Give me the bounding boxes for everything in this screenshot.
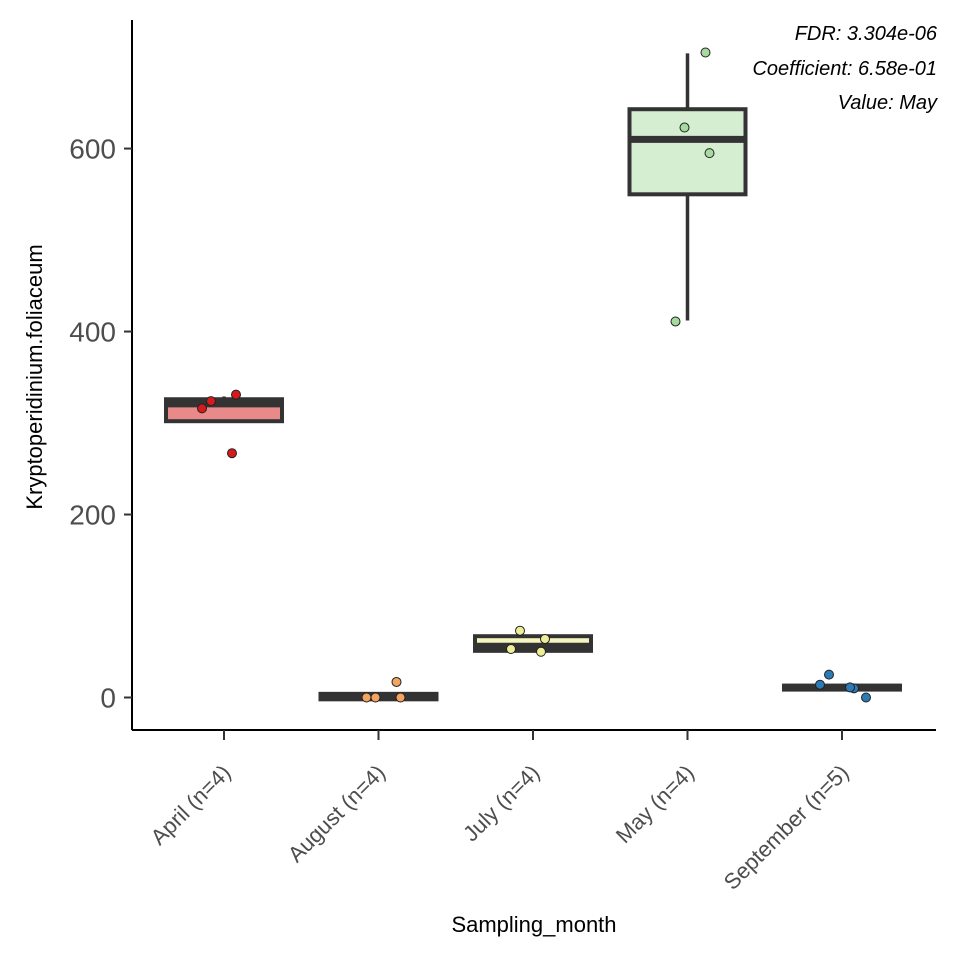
- point-august: [391, 676, 402, 687]
- x-tick-label-august: August (n=4): [283, 760, 390, 867]
- y-tick-label: 600: [69, 134, 116, 165]
- annotation-coefficient: Coefficient: 6.58e-01: [752, 58, 937, 80]
- x-tick-label-july: July (n=4): [458, 760, 544, 846]
- x-tick-label-may: May (n=4): [611, 760, 699, 848]
- point-april: [197, 403, 207, 414]
- y-tick-label: 200: [69, 500, 116, 531]
- y-axis-title: Kryptoperidinium.foliaceum: [22, 244, 47, 509]
- annotation-value: Value: May: [838, 92, 938, 114]
- x-tick-label-april: April (n=4): [146, 760, 236, 850]
- point-may: [704, 148, 715, 159]
- annotations: FDR: 3.304e-06 Coefficient: 6.58e-01 Val…: [752, 23, 938, 114]
- point-may: [679, 122, 690, 133]
- point-september: [861, 692, 871, 703]
- point-august: [395, 692, 406, 703]
- point-july: [506, 644, 516, 655]
- point-september: [815, 679, 825, 690]
- point-july: [515, 625, 525, 636]
- point-august: [370, 692, 381, 703]
- point-august: [361, 692, 372, 703]
- y-tick-label: 0: [100, 683, 116, 714]
- y-tick-label: 400: [69, 317, 116, 348]
- point-may: [670, 316, 681, 327]
- point-september: [845, 682, 855, 693]
- x-axis-title: Sampling_month: [451, 912, 616, 937]
- box-may: [627, 107, 748, 197]
- point-september: [824, 669, 834, 680]
- point-july: [536, 646, 546, 657]
- annotation-fdr: FDR: 3.304e-06: [795, 23, 938, 45]
- point-april: [206, 396, 216, 407]
- x-tick-label-september: September (n=5): [719, 760, 854, 895]
- point-may: [700, 47, 711, 58]
- point-april: [227, 448, 237, 459]
- point-april: [231, 389, 241, 400]
- point-july: [540, 633, 550, 644]
